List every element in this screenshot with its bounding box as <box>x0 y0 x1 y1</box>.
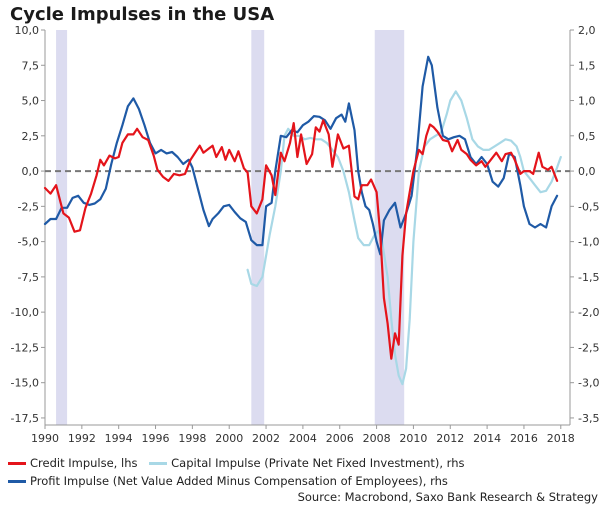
x-tick-label: 1992 <box>68 432 96 445</box>
legend-swatch-credit <box>8 462 26 465</box>
x-tick-label: 2002 <box>252 432 280 445</box>
left-tick-label: -17,5 <box>11 412 39 425</box>
left-tick-label: -7,5 <box>18 271 39 284</box>
left-tick-label: 5,0 <box>22 95 40 108</box>
legend-row-1: Credit Impulse, lhs Capital Impulse (Pri… <box>8 454 473 472</box>
right-tick-label: -2,0 <box>578 306 599 319</box>
left-tick-label: -2,5 <box>18 200 39 213</box>
x-tick-label: 1996 <box>142 432 170 445</box>
chart-plot: 10,0 7,5 5,0 2,5 0,0 -2,5 -5,0 -7,5 -10,0 -12,5 -1… <box>11 24 600 445</box>
recession-band-2 <box>251 30 265 425</box>
series-line-credit <box>43 119 559 360</box>
right-tick-label: -1,5 <box>578 271 599 284</box>
x-tick-label: 2008 <box>363 432 391 445</box>
x-tick-label: 2016 <box>510 432 538 445</box>
x-tick-label: 2010 <box>399 432 427 445</box>
right-tick-label: -0,5 <box>578 200 599 213</box>
legend-swatch-capital <box>149 462 168 465</box>
series-line-capital <box>246 90 562 386</box>
right-tick-label: 0,0 <box>578 165 596 178</box>
right-tick-label: -1,0 <box>578 236 599 249</box>
source-note: Source: Macrobond, Saxo Bank Research & … <box>297 490 598 504</box>
legend-label-credit: Credit Impulse, lhs <box>30 456 138 470</box>
series-line-profit <box>43 55 559 256</box>
left-tick-label: -15,0 <box>11 377 39 390</box>
recession-bands <box>56 30 405 425</box>
x-tick-label: 2014 <box>473 432 501 445</box>
right-tick-label: -3,5 <box>578 412 599 425</box>
x-tick-label: 1994 <box>105 432 133 445</box>
right-tick-label: 1,5 <box>578 59 596 72</box>
legend-item-credit: Credit Impulse, lhs <box>8 454 137 472</box>
legend: Credit Impulse, lhs Capital Impulse (Pri… <box>8 454 473 490</box>
left-tick-label: -12,5 <box>11 341 39 354</box>
legend-label-profit: Profit Impulse (Net Value Added Minus Co… <box>30 474 448 488</box>
axes <box>41 29 574 429</box>
x-tick-label: 2012 <box>436 432 464 445</box>
tick-labels: 10,0 7,5 5,0 2,5 0,0 -2,5 -5,0 -7,5 -10,0 -12,5 -1… <box>11 24 600 445</box>
legend-row-2: Profit Impulse (Net Value Added Minus Co… <box>8 472 473 490</box>
left-tick-label: 2,5 <box>22 130 40 143</box>
left-tick-label: -5,0 <box>18 236 39 249</box>
x-tick-label: 2006 <box>326 432 354 445</box>
left-tick-label: -10,0 <box>11 306 39 319</box>
series-lines <box>43 55 562 386</box>
left-tick-label: 7,5 <box>22 59 40 72</box>
right-tick-label: 2,0 <box>578 24 596 37</box>
right-tick-label: 1,0 <box>578 95 596 108</box>
right-tick-label: -3,0 <box>578 377 599 390</box>
x-tick-label: 1998 <box>178 432 206 445</box>
recession-band-1 <box>56 30 68 425</box>
x-tick-label: 2004 <box>289 432 317 445</box>
x-tick-label: 2000 <box>215 432 243 445</box>
x-tick-label: 1990 <box>31 432 59 445</box>
legend-item-profit: Profit Impulse (Net Value Added Minus Co… <box>8 472 448 490</box>
right-tick-label: -2,5 <box>578 341 599 354</box>
legend-label-capital: Capital Impulse (Private Net Fixed Inves… <box>171 456 465 470</box>
right-tick-label: 0,5 <box>578 130 596 143</box>
x-tick-label: 2018 <box>547 432 575 445</box>
left-tick-label: 0,0 <box>22 165 40 178</box>
legend-item-capital: Capital Impulse (Private Net Fixed Inves… <box>149 454 465 472</box>
legend-swatch-profit <box>8 480 26 483</box>
left-tick-label: 10,0 <box>15 24 40 37</box>
chart-title: Cycle Impulses in the USA <box>10 4 275 25</box>
